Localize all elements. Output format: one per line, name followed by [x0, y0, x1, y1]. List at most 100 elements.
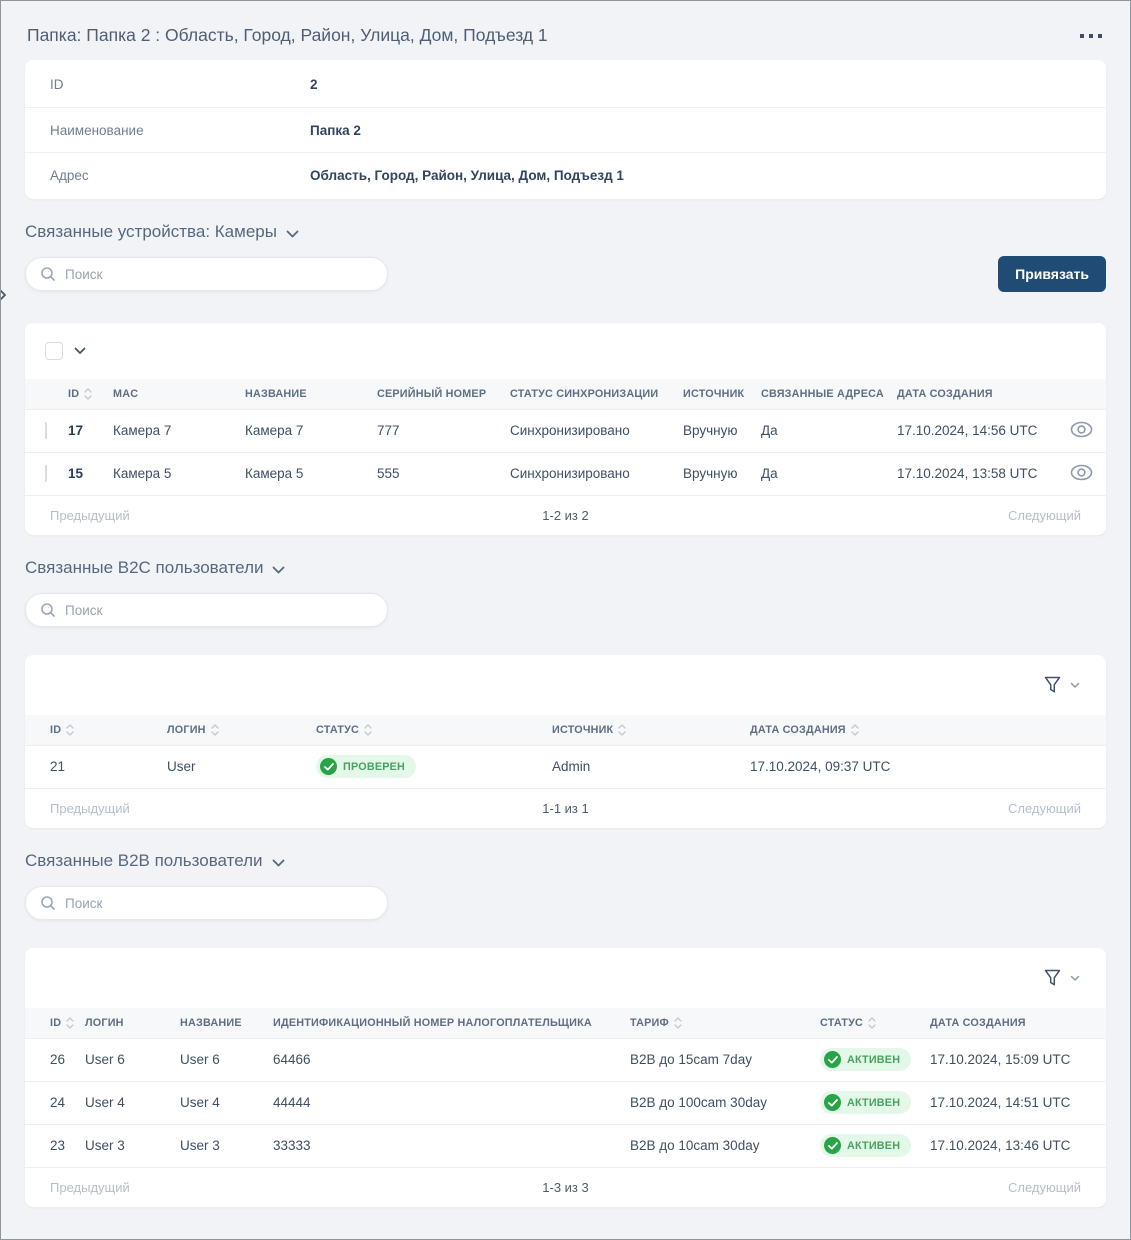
b2b-search-input[interactable]	[65, 895, 373, 911]
cell-created-date: 17.10.2024, 14:51 UTC	[930, 1095, 1071, 1110]
next-page-button[interactable]: Следующий	[1008, 1180, 1081, 1195]
filter-icon[interactable]	[1043, 968, 1062, 988]
column-header-created-date[interactable]: ДАТА СОЗДАНИЯ	[750, 715, 1106, 745]
cell-tax-id: 33333	[273, 1138, 311, 1154]
section-title-text: Связанные B2B пользователи	[25, 851, 263, 870]
column-header-status[interactable]: СТАТУС	[820, 1008, 930, 1038]
column-header-name[interactable]: НАЗВАНИЕ	[180, 1016, 242, 1029]
select-all-checkbox[interactable]	[45, 342, 63, 360]
sort-arrows-icon	[364, 724, 372, 736]
select-row-checkbox[interactable]	[45, 465, 47, 483]
cell-login: User 6	[85, 1052, 125, 1067]
select-row-checkbox[interactable]	[45, 422, 47, 439]
cell-id: 15	[68, 466, 84, 482]
column-header-sync-status[interactable]: СТАТУС СИНХРОНИЗАЦИИ	[510, 387, 659, 400]
column-header-id[interactable]: ID	[25, 1008, 85, 1038]
cell-linked-addresses: Да	[761, 466, 778, 482]
table-row[interactable]: 23 User 3 User 3 33333 B2B до 10cam 30da…	[25, 1124, 1106, 1167]
table-row[interactable]: 15 Камера 5 Камера 5 555 Синхронизирован…	[25, 452, 1106, 495]
cell-name: User 4	[180, 1095, 220, 1110]
b2c-search-box[interactable]	[25, 593, 388, 627]
cell-serial: 555	[377, 466, 400, 482]
column-header-source[interactable]: ИСТОЧНИК	[552, 715, 750, 745]
b2c-table-header-row: ID ЛОГИН СТАТУС ИСТОЧНИК ДАТА СОЗДАНИЯ	[25, 715, 1106, 745]
column-header-source[interactable]: ИСТОЧНИК	[683, 387, 745, 400]
devices-table: ID MAC НАЗВАНИЕ СЕРИЙНЫЙ НОМЕР СТАТУС СИ…	[25, 379, 1106, 495]
eye-icon[interactable]	[1070, 464, 1093, 481]
info-label: Адрес	[50, 167, 89, 183]
sidebar-expand-toggle[interactable]	[1, 285, 10, 305]
cell-sync-status: Синхронизировано	[510, 466, 630, 482]
column-header-tariff[interactable]: ТАРИФ	[630, 1008, 820, 1038]
table-row[interactable]: 17 Камера 7 Камера 7 777 Синхронизирован…	[25, 409, 1106, 452]
table-row[interactable]: 21 User ПРОВЕРЕН Admin 17.10.2024, 09:37…	[25, 745, 1106, 788]
cell-linked-addresses: Да	[761, 423, 778, 438]
column-header-tax-id[interactable]: ИДЕНТИФИКАЦИОННЫЙ НОМЕР НАЛОГОПЛАТЕЛЬЩИК…	[273, 1016, 592, 1029]
chevron-down-icon[interactable]	[74, 347, 86, 355]
bind-device-button[interactable]: Привязать	[998, 256, 1106, 292]
next-page-button[interactable]: Следующий	[1008, 508, 1081, 523]
prev-page-button[interactable]: Предыдущий	[50, 801, 130, 816]
column-header-created-date[interactable]: ДАТА СОЗДАНИЯ	[897, 387, 993, 400]
sort-arrows-icon	[674, 1017, 682, 1029]
sort-arrows-icon	[210, 724, 219, 736]
more-actions-button[interactable]	[1078, 30, 1104, 42]
section-title-text: Связанные устройства: Камеры	[25, 222, 277, 241]
section-title-text: Связанные B2C пользователи	[25, 558, 264, 577]
b2b-table: ID ЛОГИН НАЗВАНИЕ ИДЕНТИФИКАЦИОННЫЙ НОМЕ…	[25, 1008, 1106, 1167]
prev-page-button[interactable]: Предыдущий	[50, 1180, 130, 1195]
search-icon	[40, 895, 56, 911]
ellipsis-icon	[1080, 33, 1084, 38]
status-badge: АКТИВЕН	[820, 1091, 912, 1114]
column-header-id[interactable]: ID	[25, 715, 167, 745]
column-header-name[interactable]: НАЗВАНИЕ	[245, 387, 307, 400]
b2c-pagination: Предыдущий 1-1 из 1 Следующий	[25, 788, 1106, 828]
cell-mac: Камера 5	[113, 466, 172, 482]
b2c-search-input[interactable]	[65, 602, 373, 618]
chevron-right-icon	[1, 288, 8, 302]
chevron-down-icon[interactable]	[286, 230, 299, 238]
filter-icon[interactable]	[1043, 675, 1062, 695]
devices-search-box[interactable]	[25, 257, 388, 291]
column-header-login[interactable]: ЛОГИН	[167, 715, 316, 745]
b2c-search-row	[25, 592, 1106, 628]
column-header-mac[interactable]: MAC	[113, 387, 139, 400]
status-badge-label: АКТИВЕН	[847, 1053, 901, 1066]
cell-created-date: 17.10.2024, 13:46 UTC	[930, 1138, 1071, 1154]
info-row-id: ID 2	[25, 62, 1106, 107]
column-header-status[interactable]: СТАТУС	[316, 715, 552, 745]
cell-name: User 3	[180, 1138, 220, 1154]
page-header: Папка: Папка 2 : Область, Город, Район, …	[25, 1, 1106, 46]
devices-table-header-row: ID MAC НАЗВАНИЕ СЕРИЙНЫЙ НОМЕР СТАТУС СИ…	[25, 379, 1106, 409]
chevron-down-icon[interactable]	[1070, 975, 1080, 982]
column-header-serial[interactable]: СЕРИЙНЫЙ НОМЕР	[377, 387, 487, 400]
devices-select-all-bar	[25, 323, 1106, 379]
sort-arrows-icon	[618, 724, 627, 736]
column-header-created-date[interactable]: ДАТА СОЗДАНИЯ	[930, 1016, 1026, 1029]
search-icon	[40, 602, 56, 618]
b2b-table-card: ID ЛОГИН НАЗВАНИЕ ИДЕНТИФИКАЦИОННЫЙ НОМЕ…	[25, 948, 1106, 1207]
column-header-login[interactable]: ЛОГИН	[85, 1016, 124, 1029]
cell-created-date: 17.10.2024, 14:56 UTC	[897, 423, 1038, 438]
status-badge: АКТИВЕН	[820, 1048, 912, 1071]
table-row[interactable]: 24 User 4 User 4 44444 B2B до 100cam 30d…	[25, 1081, 1106, 1124]
section-devices-title: Связанные устройства: Камеры	[25, 222, 1106, 242]
eye-icon[interactable]	[1070, 421, 1093, 438]
chevron-down-icon[interactable]	[1070, 682, 1080, 689]
next-page-button[interactable]: Следующий	[1008, 801, 1081, 816]
chevron-down-icon[interactable]	[272, 566, 285, 574]
cell-source: Admin	[552, 759, 591, 775]
prev-page-button[interactable]: Предыдущий	[50, 508, 130, 523]
check-circle-icon	[824, 1137, 841, 1155]
chevron-down-icon[interactable]	[272, 859, 285, 867]
column-header-linked-addresses[interactable]: СВЯЗАННЫЕ АДРЕСА	[761, 387, 884, 400]
info-label: Наименование	[50, 122, 144, 138]
column-header-id[interactable]: ID	[68, 379, 113, 409]
b2b-search-box[interactable]	[25, 886, 388, 920]
cell-tax-id: 44444	[273, 1095, 311, 1110]
check-circle-icon	[824, 1051, 841, 1068]
devices-search-input[interactable]	[65, 266, 373, 282]
table-row[interactable]: 26 User 6 User 6 64466 B2B до 15cam 7day…	[25, 1038, 1106, 1081]
devices-search-row: Привязать	[25, 256, 1106, 292]
